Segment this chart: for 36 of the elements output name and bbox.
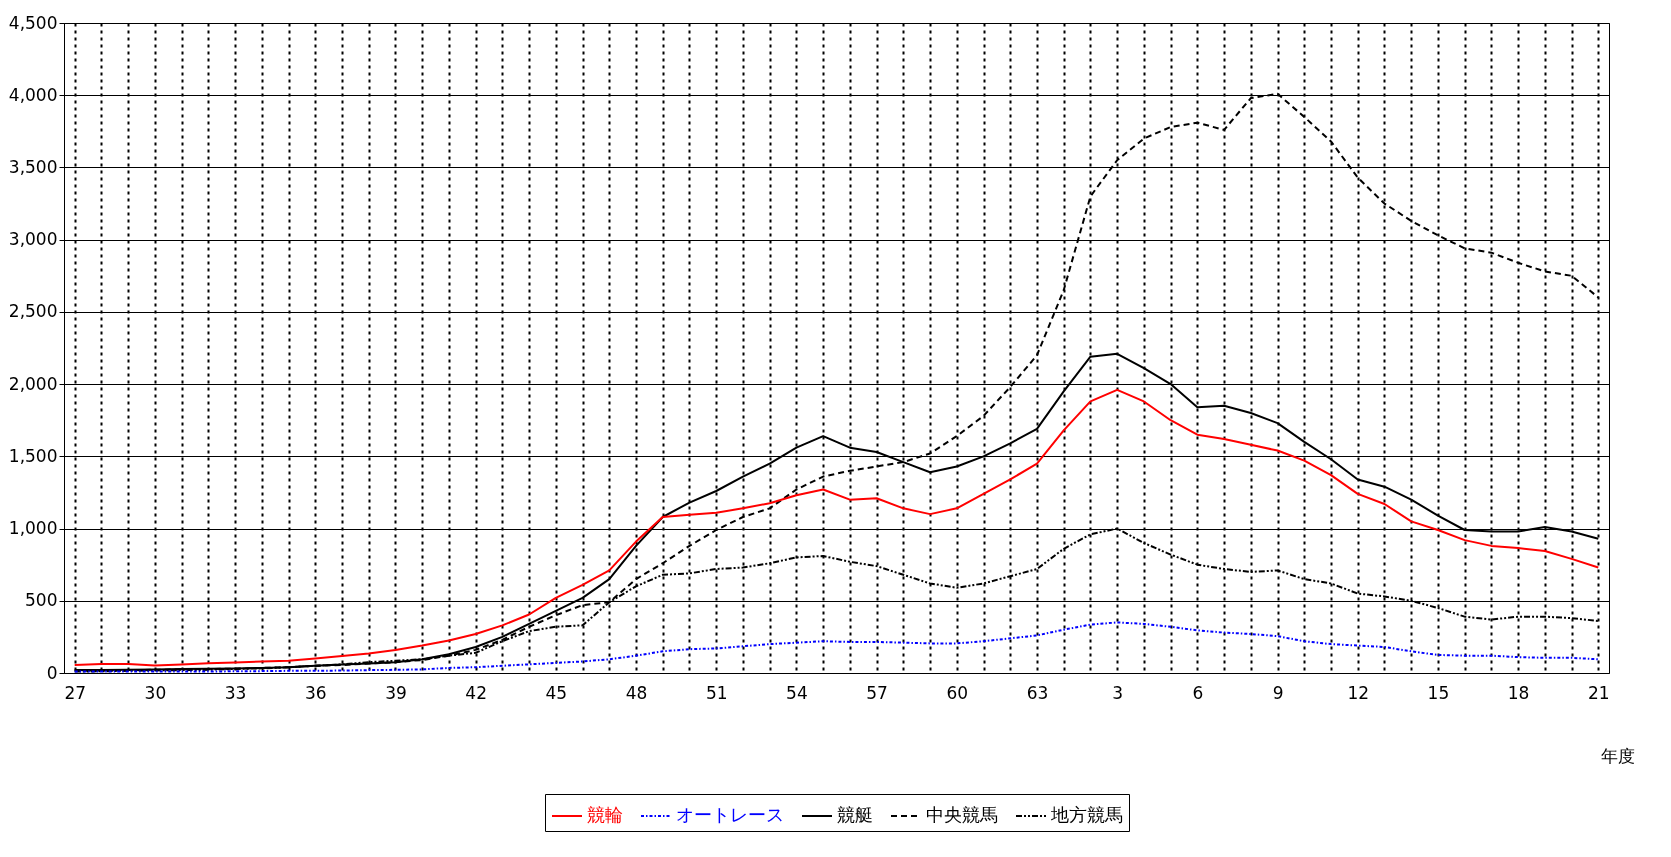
x-tick-label: 15 [1427, 682, 1450, 703]
y-tick-label: 4,000 [8, 84, 58, 105]
legend-label: 競輪 [587, 804, 623, 825]
y-tick-label: 3,000 [8, 229, 58, 250]
x-tick-label: 63 [1026, 682, 1049, 703]
x-tick-label: 27 [64, 682, 87, 703]
x-tick-label: 45 [545, 682, 568, 703]
x-tick-label: 18 [1507, 682, 1530, 703]
x-tick-label: 30 [144, 682, 167, 703]
x-tick-label: 60 [946, 682, 969, 703]
y-tick-label: 4,500 [8, 12, 58, 33]
y-tick-label: 2,000 [8, 373, 58, 394]
legend-label: 競艇 [837, 804, 873, 825]
legend-label: オートレース [676, 804, 784, 825]
y-tick-label: 1,500 [8, 445, 58, 466]
x-tick-label: 21 [1587, 682, 1610, 703]
y-tick-label: 2,500 [8, 301, 58, 322]
x-tick-label: 57 [866, 682, 888, 703]
x-tick-label: 54 [786, 682, 808, 703]
x-tick-label: 48 [625, 682, 648, 703]
x-tick-label: 42 [465, 682, 487, 703]
y-tick-label: 0 [46, 662, 58, 683]
x-tick-label: 33 [224, 682, 247, 703]
x-tick-label: 36 [304, 682, 327, 703]
y-tick-label: 500 [25, 590, 58, 611]
x-tick-label: 12 [1347, 682, 1370, 703]
x-axis-title: 年度 [1600, 745, 1635, 766]
x-tick-label: 9 [1272, 682, 1284, 703]
x-tick-label: 3 [1112, 682, 1124, 703]
x-tick-label: 51 [705, 682, 728, 703]
legend-label: 地方競馬 [1050, 804, 1123, 825]
x-tick-label: 39 [385, 682, 407, 703]
legend-label: 中央競馬 [926, 804, 998, 825]
y-tick-label: 1,000 [8, 518, 58, 539]
y-tick-label: 3,500 [8, 156, 58, 177]
x-tick-label: 6 [1192, 682, 1204, 703]
